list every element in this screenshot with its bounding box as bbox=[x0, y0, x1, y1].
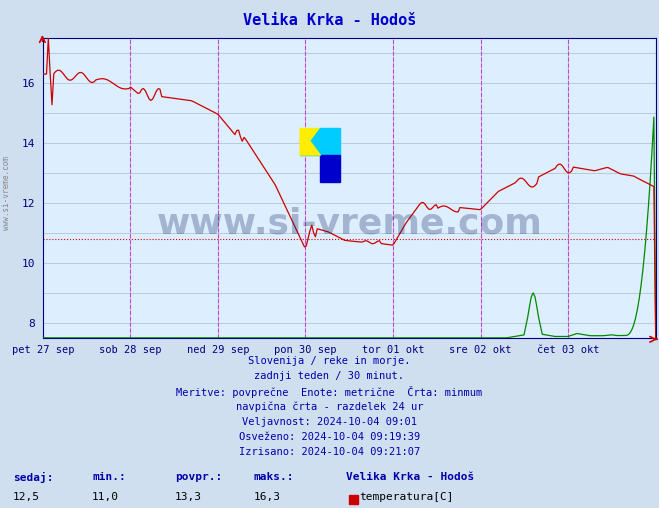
Text: Velika Krka - Hodoš: Velika Krka - Hodoš bbox=[346, 472, 474, 483]
Text: navpična črta - razdelek 24 ur: navpična črta - razdelek 24 ur bbox=[236, 401, 423, 412]
Text: sedaj:: sedaj: bbox=[13, 472, 53, 484]
Text: 16,3: 16,3 bbox=[254, 492, 280, 502]
Bar bbox=[320, 128, 340, 155]
Text: povpr.:: povpr.: bbox=[175, 472, 222, 483]
Text: Meritve: povprečne  Enote: metrične  Črta: minmum: Meritve: povprečne Enote: metrične Črta:… bbox=[177, 386, 482, 398]
Text: min.:: min.: bbox=[92, 472, 126, 483]
Text: Izrisano: 2024-10-04 09:21:07: Izrisano: 2024-10-04 09:21:07 bbox=[239, 447, 420, 457]
Bar bbox=[320, 155, 340, 182]
Text: 11,0: 11,0 bbox=[92, 492, 119, 502]
Text: Osveženo: 2024-10-04 09:19:39: Osveženo: 2024-10-04 09:19:39 bbox=[239, 432, 420, 442]
Text: 12,5: 12,5 bbox=[13, 492, 40, 502]
Text: temperatura[C]: temperatura[C] bbox=[358, 492, 453, 502]
Text: Slovenija / reke in morje.: Slovenija / reke in morje. bbox=[248, 356, 411, 366]
Text: maks.:: maks.: bbox=[254, 472, 294, 483]
Polygon shape bbox=[301, 128, 320, 155]
Text: 13,3: 13,3 bbox=[175, 492, 201, 502]
Text: www.si-vreme.com: www.si-vreme.com bbox=[156, 207, 542, 241]
Polygon shape bbox=[301, 128, 320, 155]
Text: Velika Krka - Hodoš: Velika Krka - Hodoš bbox=[243, 13, 416, 28]
Bar bbox=[301, 128, 320, 155]
Text: zadnji teden / 30 minut.: zadnji teden / 30 minut. bbox=[254, 371, 405, 381]
Text: Veljavnost: 2024-10-04 09:01: Veljavnost: 2024-10-04 09:01 bbox=[242, 417, 417, 427]
Text: www.si-vreme.com: www.si-vreme.com bbox=[2, 156, 11, 230]
